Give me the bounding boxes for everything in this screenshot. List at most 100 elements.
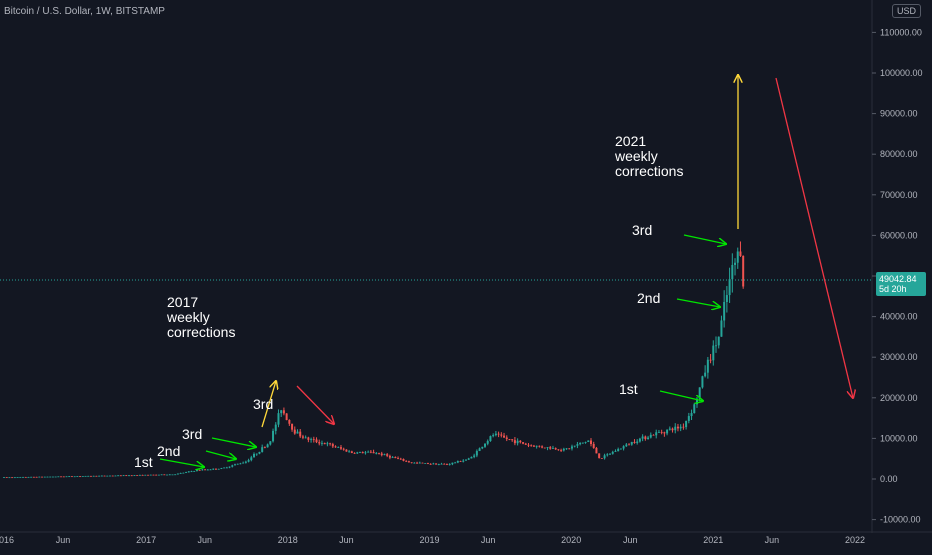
candle-body (70, 476, 73, 478)
candle-body (410, 462, 413, 464)
candle-body (589, 440, 592, 444)
candle-body (217, 468, 220, 470)
candle-body (312, 439, 315, 441)
candle-body (27, 477, 30, 478)
candle-body (255, 453, 258, 455)
candle-body (223, 467, 226, 469)
time-tick-label: Jun (339, 535, 354, 545)
candle-body (65, 476, 68, 478)
candle-body (242, 462, 245, 464)
annotation-arrows (159, 75, 853, 467)
candle-body (435, 463, 438, 465)
candle-body (706, 359, 709, 373)
candle-body (443, 463, 446, 465)
candle-body (152, 474, 155, 476)
title-2021-line2: weekly (614, 148, 658, 164)
candle-body (209, 469, 212, 471)
price-tick-label: 70000.00 (880, 190, 918, 200)
candle-body (644, 436, 647, 440)
green-arrow-1st-2021 (659, 390, 703, 401)
currency-button[interactable]: USD (891, 4, 921, 18)
candle-body (24, 476, 27, 478)
candle-body (171, 474, 174, 476)
candle-body (619, 448, 622, 450)
candle-body (660, 432, 663, 433)
candle-body (345, 449, 348, 452)
time-tick-label: Jun (481, 535, 496, 545)
candle-body (163, 474, 166, 476)
candle-body (715, 345, 718, 347)
symbol-title[interactable]: Bitcoin / U.S. Dollar, 1W, BITSTAMP (4, 6, 165, 17)
candle-body (22, 476, 25, 478)
candle-body (304, 437, 307, 439)
candle-body (329, 443, 332, 445)
time-axis[interactable]: 2016 Jun 2017 Jun 2018 Jun 2019 Jun 2020 Jun 2021 J… (0, 535, 865, 545)
candle-body (546, 447, 549, 449)
candle-body (108, 475, 111, 477)
candle-body (291, 423, 294, 430)
title-2021-line1: 2021 (615, 133, 646, 149)
annotations-2021: 2021 weekly corrections 3rd 2nd 1st (614, 133, 683, 397)
candle-body (348, 451, 351, 453)
candle-body (35, 476, 38, 478)
candle-body (274, 424, 277, 431)
candle-body (144, 474, 147, 476)
candle-body (193, 471, 196, 472)
green-arrow-3rd-2017 (211, 437, 256, 447)
candle-body (481, 446, 484, 449)
candle-body (701, 376, 704, 388)
price-tick-label: 110000.00 (880, 27, 922, 37)
candle-body (541, 446, 544, 448)
candle-body (89, 475, 92, 477)
candle-body (334, 446, 337, 448)
candle-body (418, 462, 421, 464)
candle-body (84, 475, 87, 477)
candle-body (647, 437, 650, 440)
title-2017-line2: weekly (166, 309, 210, 325)
candle-body (212, 468, 215, 470)
candle-body (456, 460, 459, 463)
candle-body (92, 475, 95, 477)
candle-body (641, 436, 644, 439)
candle-body (560, 449, 563, 451)
price-tick-label: 80000.00 (880, 149, 918, 159)
candle-body (421, 462, 424, 464)
candle-body (204, 469, 207, 471)
candle-body (293, 429, 296, 434)
candle-body (95, 475, 98, 477)
candle-body (228, 466, 231, 468)
candle-body (432, 463, 435, 465)
price-tick-label: 10000.00 (880, 433, 918, 443)
candle-body (723, 302, 726, 321)
candle-body (272, 430, 275, 442)
candle-body (182, 472, 185, 474)
green-arrow-1st-2017 (159, 458, 204, 467)
candle-body (595, 447, 598, 454)
candle-body (100, 475, 103, 477)
candle-body (731, 264, 734, 280)
candle-body (704, 372, 707, 377)
candle-body (505, 437, 508, 440)
candle-body (584, 441, 587, 443)
time-tick-label: 2022 (845, 535, 865, 545)
candle-body (429, 463, 432, 465)
candle-body (486, 441, 489, 444)
candle-body (38, 476, 41, 478)
candle-body (568, 448, 571, 450)
candle-body (62, 476, 65, 478)
candle-body (603, 455, 606, 459)
candle-body (551, 448, 554, 449)
candle-body (73, 476, 76, 478)
candle-body (674, 426, 677, 431)
candle-body (147, 474, 150, 476)
price-tick-label: -10000.00 (880, 515, 921, 525)
candle-body (549, 447, 552, 449)
candle-body (725, 295, 728, 303)
candle-body (462, 460, 465, 462)
candle-body (231, 465, 234, 467)
candle-body (375, 453, 378, 454)
bar-countdown: 5d 20h (879, 284, 907, 294)
candles (3, 241, 745, 479)
